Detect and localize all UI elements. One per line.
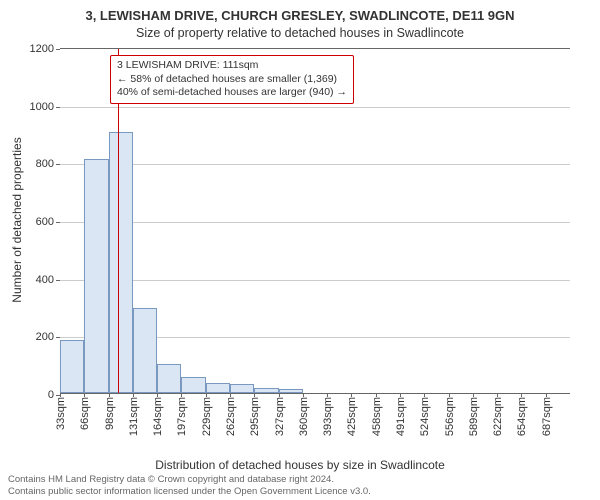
xtick-label: 262sqm (223, 397, 237, 436)
xtick-label: 491sqm (393, 397, 407, 436)
xtick-label: 687sqm (539, 397, 553, 436)
xtick-label: 393sqm (320, 397, 334, 436)
histogram-bar (230, 384, 254, 393)
xtick-label: 33sqm (53, 397, 67, 430)
histogram-bar (206, 383, 230, 393)
footer-attribution: Contains HM Land Registry data © Crown c… (8, 474, 371, 498)
histogram-bar (279, 389, 303, 393)
ytick-label: 600 (14, 216, 60, 228)
ytick-label: 1000 (14, 101, 60, 113)
xtick-label: 229sqm (199, 397, 213, 436)
histogram-bar (181, 377, 205, 393)
plot-region: 02004006008001000120033sqm66sqm98sqm131s… (60, 48, 570, 394)
xtick-label: 654sqm (514, 397, 528, 436)
annotation-line1: 3 LEWISHAM DRIVE: 111sqm (117, 59, 347, 73)
xtick-label: 622sqm (490, 397, 504, 436)
chart-plot-area: 02004006008001000120033sqm66sqm98sqm131s… (60, 48, 570, 394)
xtick-label: 295sqm (247, 397, 261, 436)
histogram-bar (84, 159, 108, 393)
annotation-line3: 40% of semi-detached houses are larger (… (117, 86, 347, 100)
xtick-label: 524sqm (417, 397, 431, 436)
gridline (60, 107, 570, 108)
histogram-bar (109, 132, 133, 393)
histogram-bar (60, 340, 84, 393)
xtick-label: 425sqm (344, 397, 358, 436)
ytick-label: 400 (14, 274, 60, 286)
ytick-label: 1200 (14, 43, 60, 55)
footer-line2: Contains public sector information licen… (8, 486, 371, 498)
ytick-label: 200 (14, 331, 60, 343)
ytick-label: 800 (14, 158, 60, 170)
xtick-label: 360sqm (296, 397, 310, 436)
chart-container: 3, LEWISHAM DRIVE, CHURCH GRESLEY, SWADL… (0, 0, 600, 500)
xtick-label: 197sqm (174, 397, 188, 436)
x-axis-label: Distribution of detached houses by size … (0, 458, 600, 472)
xtick-label: 164sqm (150, 397, 164, 436)
xtick-label: 589sqm (466, 397, 480, 436)
xtick-label: 458sqm (369, 397, 383, 436)
histogram-bar (133, 308, 157, 393)
chart-title-sub: Size of property relative to detached ho… (0, 24, 600, 41)
histogram-bar (157, 364, 181, 393)
footer-line1: Contains HM Land Registry data © Crown c… (8, 474, 371, 486)
xtick-label: 98sqm (102, 397, 116, 430)
gridline (60, 164, 570, 165)
xtick-label: 131sqm (126, 397, 140, 436)
annotation-box: 3 LEWISHAM DRIVE: 111sqm← 58% of detache… (110, 55, 354, 104)
histogram-bar (254, 388, 278, 393)
xtick-label: 327sqm (272, 397, 286, 436)
gridline (60, 280, 570, 281)
xtick-label: 556sqm (442, 397, 456, 436)
xtick-label: 66sqm (77, 397, 91, 430)
chart-title-main: 3, LEWISHAM DRIVE, CHURCH GRESLEY, SWADL… (0, 0, 600, 24)
gridline (60, 222, 570, 223)
annotation-line2: ← 58% of detached houses are smaller (1,… (117, 73, 347, 87)
